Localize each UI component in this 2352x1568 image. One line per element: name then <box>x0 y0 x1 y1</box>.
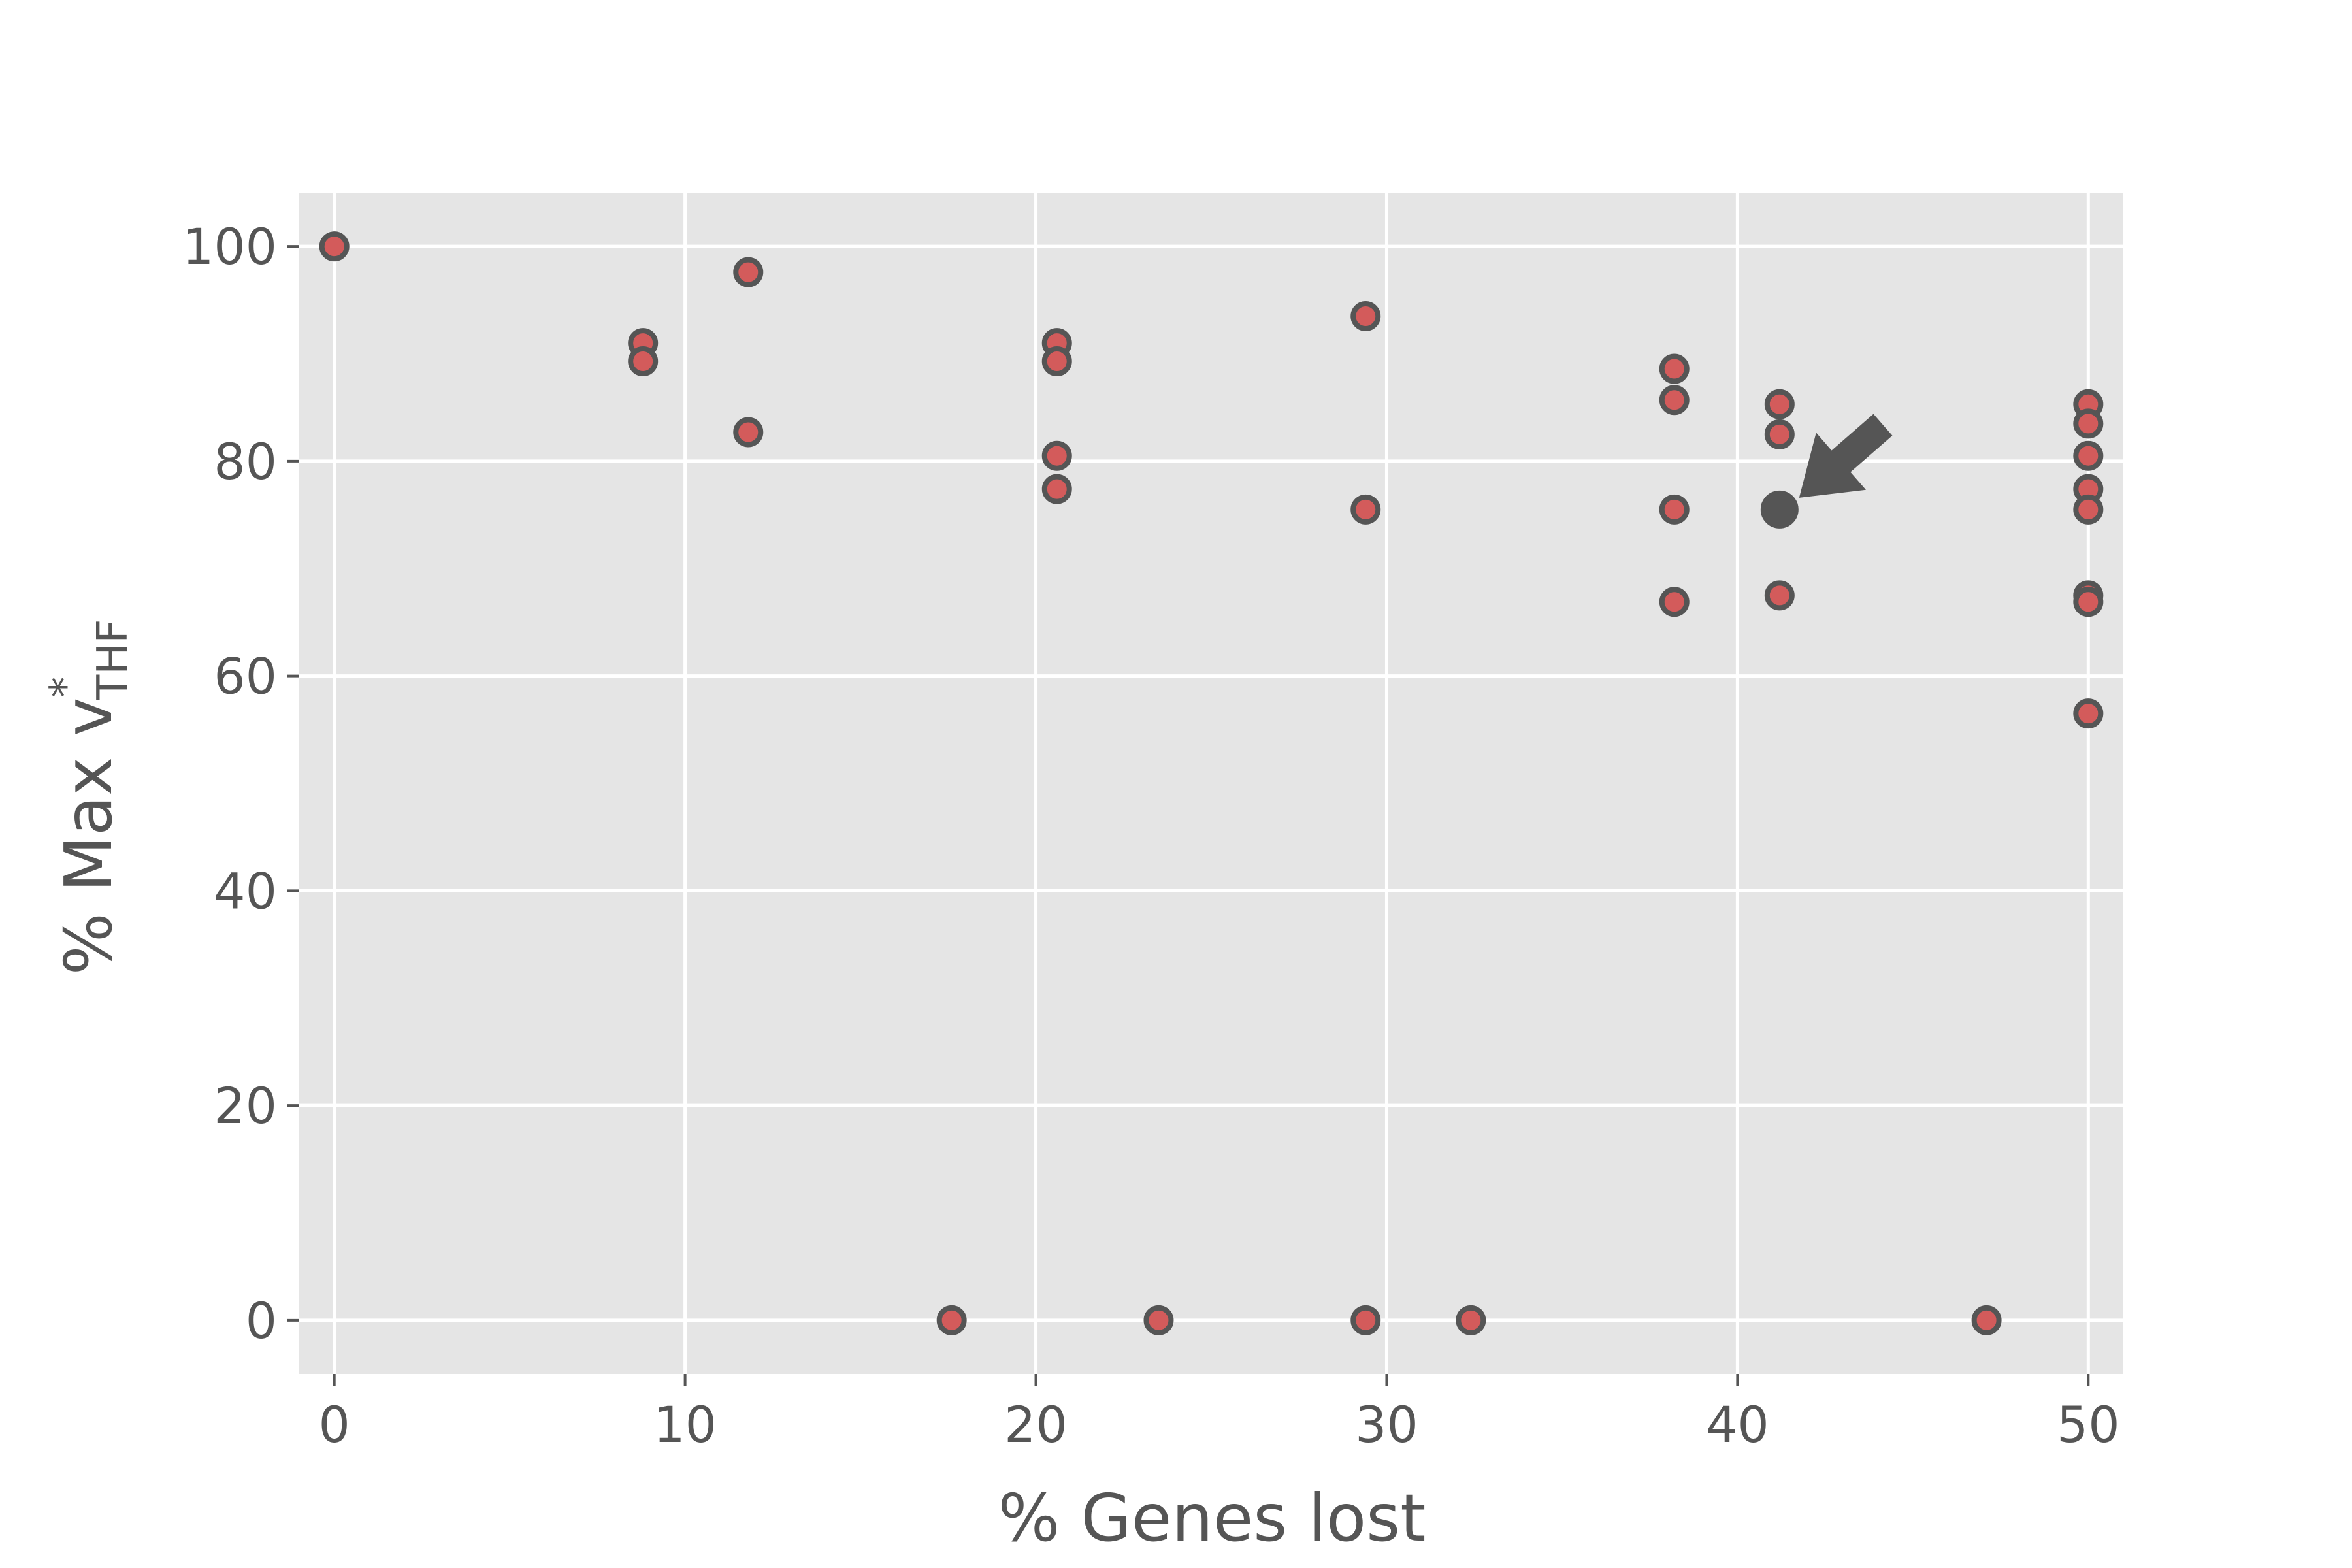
data-point-19 <box>1764 389 1795 419</box>
y-tick-label-0: 0 <box>246 1292 277 1350</box>
x-tick-label-2: 20 <box>1004 1396 1068 1454</box>
y-axis-label-subscript: THF <box>89 619 137 701</box>
y-tick-label-4: 80 <box>214 433 277 491</box>
data-point-12 <box>1350 494 1381 525</box>
data-point-21 <box>1764 580 1795 611</box>
data-point-18 <box>1659 587 1690 617</box>
data-point-5 <box>936 1305 967 1335</box>
y-axis-label: % Max v*THF <box>42 619 137 975</box>
data-point-14 <box>1456 1305 1486 1335</box>
data-point-13 <box>1350 1305 1381 1335</box>
data-point-9 <box>1041 474 1072 504</box>
data-point-17 <box>1659 494 1690 525</box>
data-point-3 <box>733 257 764 287</box>
x-tick-label-5: 50 <box>2057 1396 2120 1454</box>
y-axis-label-main: % Max v <box>50 698 127 975</box>
x-tick-label-4: 40 <box>1706 1396 1769 1454</box>
data-point-27 <box>2073 494 2104 525</box>
x-tick-label-0: 0 <box>319 1396 350 1454</box>
y-axis-label-superscript: * <box>42 677 90 698</box>
arrow-icon <box>1799 414 1893 498</box>
data-point-16 <box>1659 385 1690 416</box>
data-point-0 <box>319 231 350 262</box>
annotation-arrow <box>1799 414 1893 498</box>
data-point-25 <box>2073 440 2104 471</box>
data-point-20 <box>1764 419 1795 449</box>
data-point-7 <box>1041 346 1072 377</box>
data-point-22 <box>1971 1305 2002 1335</box>
highlighted-point <box>1760 490 1799 529</box>
axis-ticks: 0 10 20 30 40 50 0 20 40 60 80 100 <box>182 218 2120 1454</box>
data-point-30 <box>2073 698 2104 729</box>
data-point-2 <box>628 346 659 377</box>
plot-background <box>299 193 2123 1374</box>
y-tick-label-2: 40 <box>214 862 277 920</box>
x-tick-label-3: 30 <box>1355 1396 1418 1454</box>
data-points <box>319 231 2104 1335</box>
y-tick-label-5: 100 <box>182 218 277 276</box>
data-point-15 <box>1659 353 1690 384</box>
data-point-29 <box>2073 587 2104 617</box>
data-point-4 <box>733 417 764 448</box>
data-point-11 <box>1350 301 1381 332</box>
data-point-24 <box>2073 408 2104 439</box>
data-point-10 <box>1143 1305 1174 1335</box>
x-tick-label-1: 10 <box>653 1396 717 1454</box>
x-axis-label: % Genes lost <box>998 1480 1426 1556</box>
y-tick-label-3: 60 <box>214 647 277 706</box>
data-point-8 <box>1041 440 1072 471</box>
y-tick-label-1: 20 <box>214 1077 277 1135</box>
